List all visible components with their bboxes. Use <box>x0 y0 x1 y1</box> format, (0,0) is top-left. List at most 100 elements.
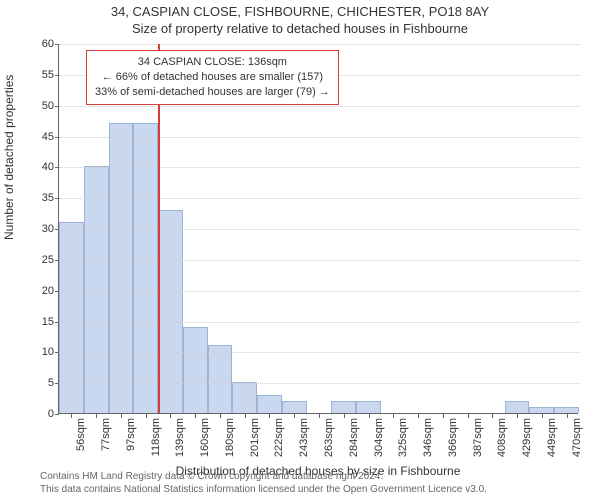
gridline-h <box>59 198 579 199</box>
xtick-mark <box>121 414 122 418</box>
histogram-bar <box>183 327 208 413</box>
annotation-line: 33% of semi-detached houses are larger (… <box>95 85 330 100</box>
xtick-mark <box>492 414 493 418</box>
ytick-mark <box>55 106 59 107</box>
ytick-mark <box>55 260 59 261</box>
ytick-mark <box>55 137 59 138</box>
annotation-box: 34 CASPIAN CLOSE: 136sqm← 66% of detache… <box>86 50 339 105</box>
ytick-mark <box>55 291 59 292</box>
title-line-1: 34, CASPIAN CLOSE, FISHBOURNE, CHICHESTE… <box>0 4 600 19</box>
gridline-h <box>59 260 579 261</box>
ytick-mark <box>55 414 59 415</box>
gridline-h <box>59 44 579 45</box>
gridline-h <box>59 291 579 292</box>
footer-line-1: Contains HM Land Registry data © Crown c… <box>40 471 487 484</box>
ytick-mark <box>55 44 59 45</box>
xtick-label: 222sqm <box>273 418 285 457</box>
ytick-mark <box>55 383 59 384</box>
xtick-label: 180sqm <box>224 418 236 457</box>
xtick-label: 325sqm <box>397 418 409 457</box>
y-axis-label: Number of detached properties <box>2 75 16 240</box>
xtick-mark <box>71 414 72 418</box>
histogram-bar <box>505 401 530 413</box>
histogram-bar <box>554 407 579 413</box>
ytick-mark <box>55 322 59 323</box>
xtick-mark <box>468 414 469 418</box>
xtick-mark <box>96 414 97 418</box>
xtick-mark <box>517 414 518 418</box>
xtick-label: 304sqm <box>373 418 385 457</box>
ytick-label: 60 <box>28 38 54 50</box>
chart-title: 34, CASPIAN CLOSE, FISHBOURNE, CHICHESTE… <box>0 0 600 36</box>
xtick-label: 284sqm <box>348 418 360 457</box>
ytick-label: 25 <box>28 254 54 266</box>
xtick-mark <box>170 414 171 418</box>
ytick-label: 5 <box>28 377 54 389</box>
ytick-mark <box>55 75 59 76</box>
xtick-label: 118sqm <box>150 418 162 456</box>
gridline-h <box>59 106 579 107</box>
ytick-label: 0 <box>28 408 54 420</box>
xtick-label: 201sqm <box>249 418 261 457</box>
xtick-mark <box>195 414 196 418</box>
ytick-mark <box>55 352 59 353</box>
footer-attribution: Contains HM Land Registry data © Crown c… <box>40 471 487 496</box>
ytick-label: 10 <box>28 346 54 358</box>
ytick-mark <box>55 229 59 230</box>
gridline-h <box>59 229 579 230</box>
xtick-mark <box>393 414 394 418</box>
footer-line-2: This data contains National Statistics i… <box>40 484 487 497</box>
xtick-label: 449sqm <box>546 418 558 457</box>
annotation-line: ← 66% of detached houses are smaller (15… <box>95 70 330 85</box>
gridline-h <box>59 352 579 353</box>
ytick-label: 20 <box>28 285 54 297</box>
ytick-label: 15 <box>28 316 54 328</box>
xtick-mark <box>220 414 221 418</box>
chart-area: 56sqm77sqm97sqm118sqm139sqm160sqm180sqm2… <box>58 44 578 414</box>
xtick-label: 243sqm <box>298 418 310 457</box>
xtick-label: 97sqm <box>125 418 137 451</box>
histogram-bar <box>529 407 554 413</box>
histogram-bar <box>59 222 84 413</box>
xtick-label: 387sqm <box>472 418 484 457</box>
gridline-h <box>59 383 579 384</box>
histogram-bar <box>232 382 257 413</box>
xtick-mark <box>567 414 568 418</box>
ytick-mark <box>55 198 59 199</box>
ytick-label: 35 <box>28 192 54 204</box>
xtick-mark <box>369 414 370 418</box>
xtick-mark <box>146 414 147 418</box>
annotation-line: 34 CASPIAN CLOSE: 136sqm <box>95 55 330 70</box>
xtick-mark <box>443 414 444 418</box>
xtick-mark <box>418 414 419 418</box>
ytick-label: 55 <box>28 69 54 81</box>
xtick-label: 139sqm <box>174 418 186 457</box>
gridline-h <box>59 137 579 138</box>
gridline-h <box>59 167 579 168</box>
xtick-mark <box>344 414 345 418</box>
histogram-bar <box>282 401 307 413</box>
histogram-bar <box>356 401 381 413</box>
xtick-label: 366sqm <box>447 418 459 457</box>
xtick-label: 56sqm <box>75 418 87 451</box>
ytick-label: 50 <box>28 100 54 112</box>
histogram-bar <box>257 395 282 414</box>
xtick-label: 160sqm <box>199 418 211 457</box>
xtick-mark <box>269 414 270 418</box>
xtick-label: 408sqm <box>496 418 508 457</box>
xtick-label: 263sqm <box>323 418 335 457</box>
gridline-h <box>59 322 579 323</box>
xtick-label: 77sqm <box>100 418 112 451</box>
xtick-mark <box>294 414 295 418</box>
xtick-mark <box>245 414 246 418</box>
xtick-label: 470sqm <box>571 418 583 457</box>
xtick-mark <box>319 414 320 418</box>
histogram-bar <box>331 401 356 413</box>
title-line-2: Size of property relative to detached ho… <box>0 21 600 36</box>
xtick-label: 346sqm <box>422 418 434 457</box>
xtick-label: 429sqm <box>521 418 533 457</box>
ytick-label: 30 <box>28 223 54 235</box>
ytick-label: 45 <box>28 131 54 143</box>
ytick-label: 40 <box>28 161 54 173</box>
histogram-bar <box>208 345 233 413</box>
